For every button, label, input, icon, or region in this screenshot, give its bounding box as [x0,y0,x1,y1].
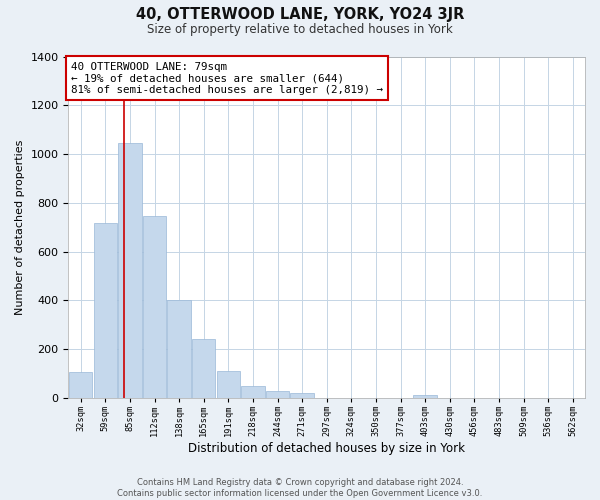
Text: 40, OTTERWOOD LANE, YORK, YO24 3JR: 40, OTTERWOOD LANE, YORK, YO24 3JR [136,8,464,22]
Bar [290,392,314,398]
Text: Contains HM Land Registry data © Crown copyright and database right 2024.
Contai: Contains HM Land Registry data © Crown c… [118,478,482,498]
Bar [118,142,142,398]
Bar [241,386,265,398]
Bar [167,300,191,398]
Bar [413,394,437,398]
Y-axis label: Number of detached properties: Number of detached properties [15,140,25,315]
Bar [69,372,92,398]
Bar [217,371,240,398]
X-axis label: Distribution of detached houses by size in York: Distribution of detached houses by size … [188,442,465,455]
Bar [266,392,289,398]
Text: 40 OTTERWOOD LANE: 79sqm
← 19% of detached houses are smaller (644)
81% of semi-: 40 OTTERWOOD LANE: 79sqm ← 19% of detach… [71,62,383,95]
Text: Size of property relative to detached houses in York: Size of property relative to detached ho… [147,22,453,36]
Bar [94,223,117,398]
Bar [192,338,215,398]
Bar [143,216,166,398]
